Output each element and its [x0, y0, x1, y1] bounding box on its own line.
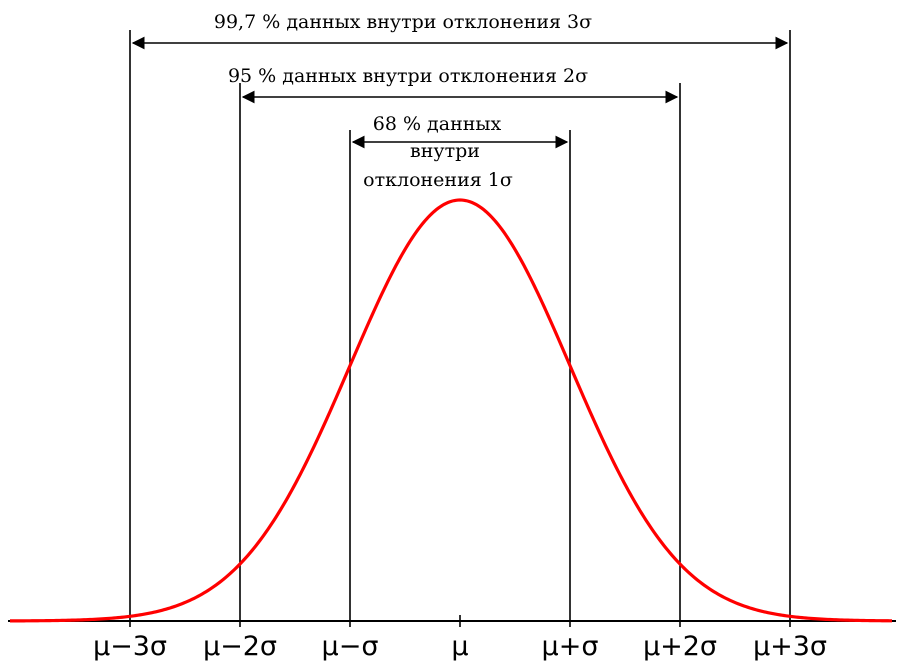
- one-sigma-label-line-3: отклонения 1σ: [363, 169, 513, 191]
- tick-label-plus-3: μ+3σ: [753, 631, 827, 662]
- one-sigma-label-line-2: внутри: [410, 140, 480, 162]
- three-sigma-label: 99,7 % данных внутри отклонения 3σ: [214, 11, 592, 33]
- bell-curve: [9, 198, 893, 623]
- two-sigma-label: 95 % данных внутри отклонения 2σ: [228, 65, 588, 87]
- tick-label-minus-3: μ−3σ: [93, 631, 167, 662]
- tick-label-minus-2: μ−2σ: [203, 631, 277, 662]
- tick-labels: μ−3σ μ−2σ μ−σ μ μ+σ μ+2σ μ+3σ: [93, 631, 827, 662]
- one-sigma-label-line-1: 68 % данных: [373, 113, 502, 135]
- tick-label-minus-1: μ−σ: [322, 631, 379, 662]
- tick-label-plus-2: μ+2σ: [643, 631, 717, 662]
- tick-label-plus-1: μ+σ: [542, 631, 599, 662]
- tick-label-mean: μ: [451, 631, 468, 662]
- sigma-lines: [129, 30, 791, 627]
